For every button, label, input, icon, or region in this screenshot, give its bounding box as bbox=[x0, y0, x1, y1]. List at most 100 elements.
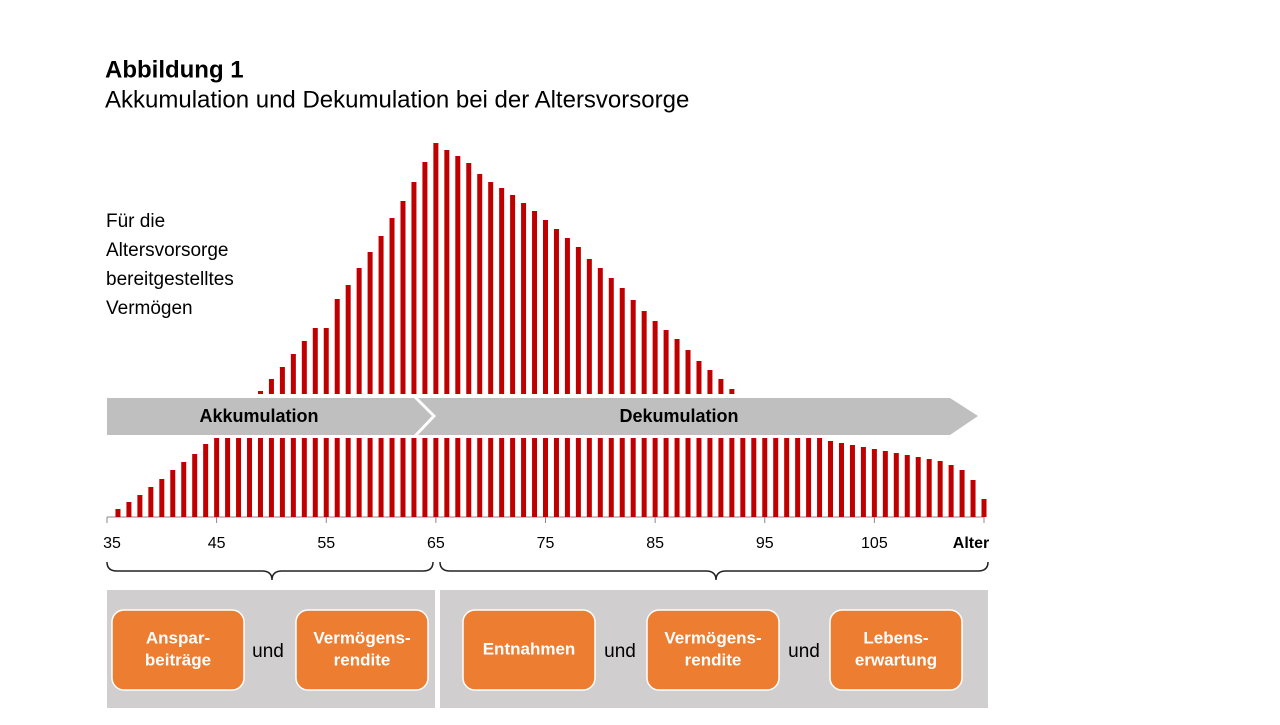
bar bbox=[806, 438, 812, 517]
bar bbox=[696, 438, 702, 517]
bar bbox=[838, 443, 844, 517]
connector: und bbox=[788, 641, 820, 662]
bar bbox=[543, 438, 548, 517]
bar bbox=[334, 438, 340, 517]
bar bbox=[948, 465, 954, 517]
bar bbox=[115, 509, 121, 517]
bar bbox=[323, 328, 329, 394]
bar bbox=[751, 438, 757, 517]
x-tick-label: 45 bbox=[208, 535, 226, 552]
bar bbox=[192, 454, 198, 517]
bar bbox=[564, 238, 570, 394]
x-tick-label: 65 bbox=[427, 535, 445, 552]
bar bbox=[773, 438, 779, 517]
x-tick-label: 55 bbox=[317, 535, 335, 552]
bar bbox=[510, 195, 516, 394]
bar bbox=[904, 455, 910, 517]
bar bbox=[389, 438, 395, 517]
bar bbox=[279, 438, 285, 517]
phase-arrow bbox=[418, 398, 978, 435]
bar bbox=[236, 438, 242, 517]
bar bbox=[553, 229, 559, 394]
bar bbox=[597, 438, 603, 517]
bar bbox=[718, 379, 724, 394]
bar bbox=[849, 445, 855, 517]
factor-label: rendite bbox=[334, 650, 391, 669]
bar bbox=[915, 457, 921, 517]
bar bbox=[301, 341, 307, 394]
bar bbox=[345, 438, 351, 517]
bar bbox=[817, 438, 823, 517]
bar bbox=[828, 441, 834, 517]
factor-label: rendite bbox=[685, 650, 742, 669]
bar bbox=[257, 438, 263, 517]
bar bbox=[499, 438, 505, 517]
bar bbox=[455, 156, 461, 394]
bar bbox=[882, 451, 888, 517]
bar bbox=[279, 367, 285, 394]
bar bbox=[323, 438, 329, 517]
factor-box bbox=[111, 609, 245, 691]
bar bbox=[893, 453, 899, 517]
bar bbox=[290, 354, 296, 394]
bar bbox=[378, 438, 384, 517]
bar bbox=[532, 438, 538, 517]
x-tick-label: 35 bbox=[103, 535, 121, 552]
factor-label: Vermögens- bbox=[313, 628, 410, 647]
factor-box bbox=[646, 609, 780, 691]
bar bbox=[959, 470, 965, 517]
bar bbox=[597, 268, 603, 394]
bar bbox=[674, 339, 680, 394]
bar bbox=[707, 370, 713, 394]
bar bbox=[718, 438, 724, 517]
bar bbox=[740, 438, 746, 517]
x-tick-label: 85 bbox=[646, 535, 664, 552]
bar bbox=[433, 438, 439, 517]
bar bbox=[499, 188, 505, 394]
bar bbox=[400, 438, 406, 517]
annotation: Altersvorsorge bbox=[106, 240, 229, 261]
bar bbox=[378, 236, 384, 394]
bar bbox=[444, 438, 450, 517]
bar bbox=[389, 218, 395, 394]
bar bbox=[521, 203, 527, 394]
factor-label: erwartung bbox=[855, 650, 937, 669]
x-axis-label: Alter bbox=[953, 535, 989, 552]
bar bbox=[510, 438, 516, 517]
bar bbox=[795, 438, 801, 517]
bar bbox=[477, 174, 483, 394]
bar bbox=[619, 288, 625, 394]
bar bbox=[367, 252, 373, 394]
bar bbox=[784, 438, 790, 517]
phase-label: Akkumulation bbox=[199, 406, 318, 426]
bar bbox=[181, 462, 187, 517]
bar bbox=[411, 438, 417, 517]
bar bbox=[247, 438, 253, 517]
brace bbox=[106, 561, 434, 581]
factor-box bbox=[829, 609, 963, 691]
bar bbox=[422, 162, 428, 394]
bar bbox=[444, 150, 450, 394]
factor-label: Lebens- bbox=[863, 628, 928, 647]
bar bbox=[334, 299, 340, 394]
bar bbox=[641, 311, 647, 394]
bar bbox=[926, 459, 932, 517]
bar bbox=[356, 438, 362, 517]
x-tick-label: 75 bbox=[537, 535, 555, 552]
bar bbox=[148, 487, 154, 517]
factor-box bbox=[295, 609, 429, 691]
bar bbox=[564, 438, 570, 517]
bar bbox=[663, 330, 669, 394]
bar bbox=[126, 502, 132, 517]
bar bbox=[608, 438, 614, 517]
factor-box bbox=[462, 609, 596, 691]
bar bbox=[433, 143, 439, 394]
bar bbox=[575, 438, 581, 517]
bar bbox=[301, 438, 307, 517]
brace bbox=[439, 561, 989, 581]
subtitle: Akkumulation und Dekumulation bei der Al… bbox=[105, 86, 689, 113]
bar bbox=[630, 300, 636, 394]
bar bbox=[553, 438, 559, 517]
bar bbox=[214, 438, 220, 517]
bar bbox=[312, 328, 318, 394]
